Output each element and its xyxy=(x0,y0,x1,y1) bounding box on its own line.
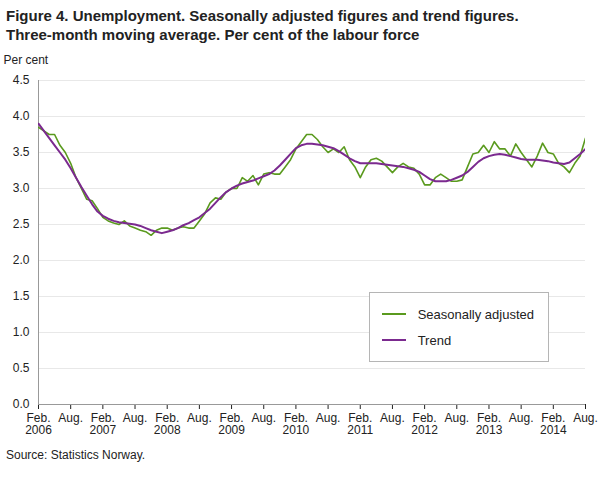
svg-text:Aug.: Aug. xyxy=(380,411,405,425)
svg-text:Feb.2006: Feb.2006 xyxy=(25,411,52,437)
svg-text:Aug.: Aug. xyxy=(58,411,83,425)
html-text:Seasonally adjusted: Seasonally adjusted xyxy=(417,306,534,322)
svg-text:Feb.2007: Feb.2007 xyxy=(90,411,117,437)
svg-text:Aug.: Aug. xyxy=(444,411,469,425)
svg-text:Aug.: Aug. xyxy=(187,411,212,425)
svg-text:3.0: 3.0 xyxy=(13,181,30,195)
svg-text:3.5: 3.5 xyxy=(13,145,30,159)
svg-text:4.5: 4.5 xyxy=(13,73,30,87)
svg-text:Aug.: Aug. xyxy=(251,411,276,425)
svg-text:Aug.: Aug. xyxy=(509,411,534,425)
svg-text:Feb.2012: Feb.2012 xyxy=(411,411,438,437)
svg-text:Feb.2008: Feb.2008 xyxy=(154,411,181,437)
svg-text:Feb.2011: Feb.2011 xyxy=(347,411,373,437)
svg-text:1.5: 1.5 xyxy=(13,289,30,303)
svg-text:Feb.2014: Feb.2014 xyxy=(540,411,567,437)
svg-text:Aug.: Aug. xyxy=(573,411,598,425)
svg-text:Per cent: Per cent xyxy=(4,53,49,67)
svg-text:Feb.2010: Feb.2010 xyxy=(283,411,310,437)
svg-text:1.0: 1.0 xyxy=(13,325,30,339)
html-text:Trend: Trend xyxy=(417,332,452,348)
svg-text:2.5: 2.5 xyxy=(13,217,30,231)
html-text:Source: Statistics Norway.: Source: Statistics Norway. xyxy=(6,448,146,462)
svg-text:Feb.2009: Feb.2009 xyxy=(218,411,245,437)
svg-text:4.0: 4.0 xyxy=(13,109,30,123)
svg-text:Aug.: Aug. xyxy=(316,411,341,425)
svg-text:2.0: 2.0 xyxy=(13,253,30,267)
html-text:Figure 4. Unemployment. Season: Figure 4. Unemployment. Seasonally adjus… xyxy=(6,7,519,43)
svg-text:0.0: 0.0 xyxy=(13,397,30,411)
svg-text:Feb.2013: Feb.2013 xyxy=(476,411,503,437)
svg-text:Aug.: Aug. xyxy=(123,411,148,425)
svg-text:0.5: 0.5 xyxy=(13,361,30,375)
